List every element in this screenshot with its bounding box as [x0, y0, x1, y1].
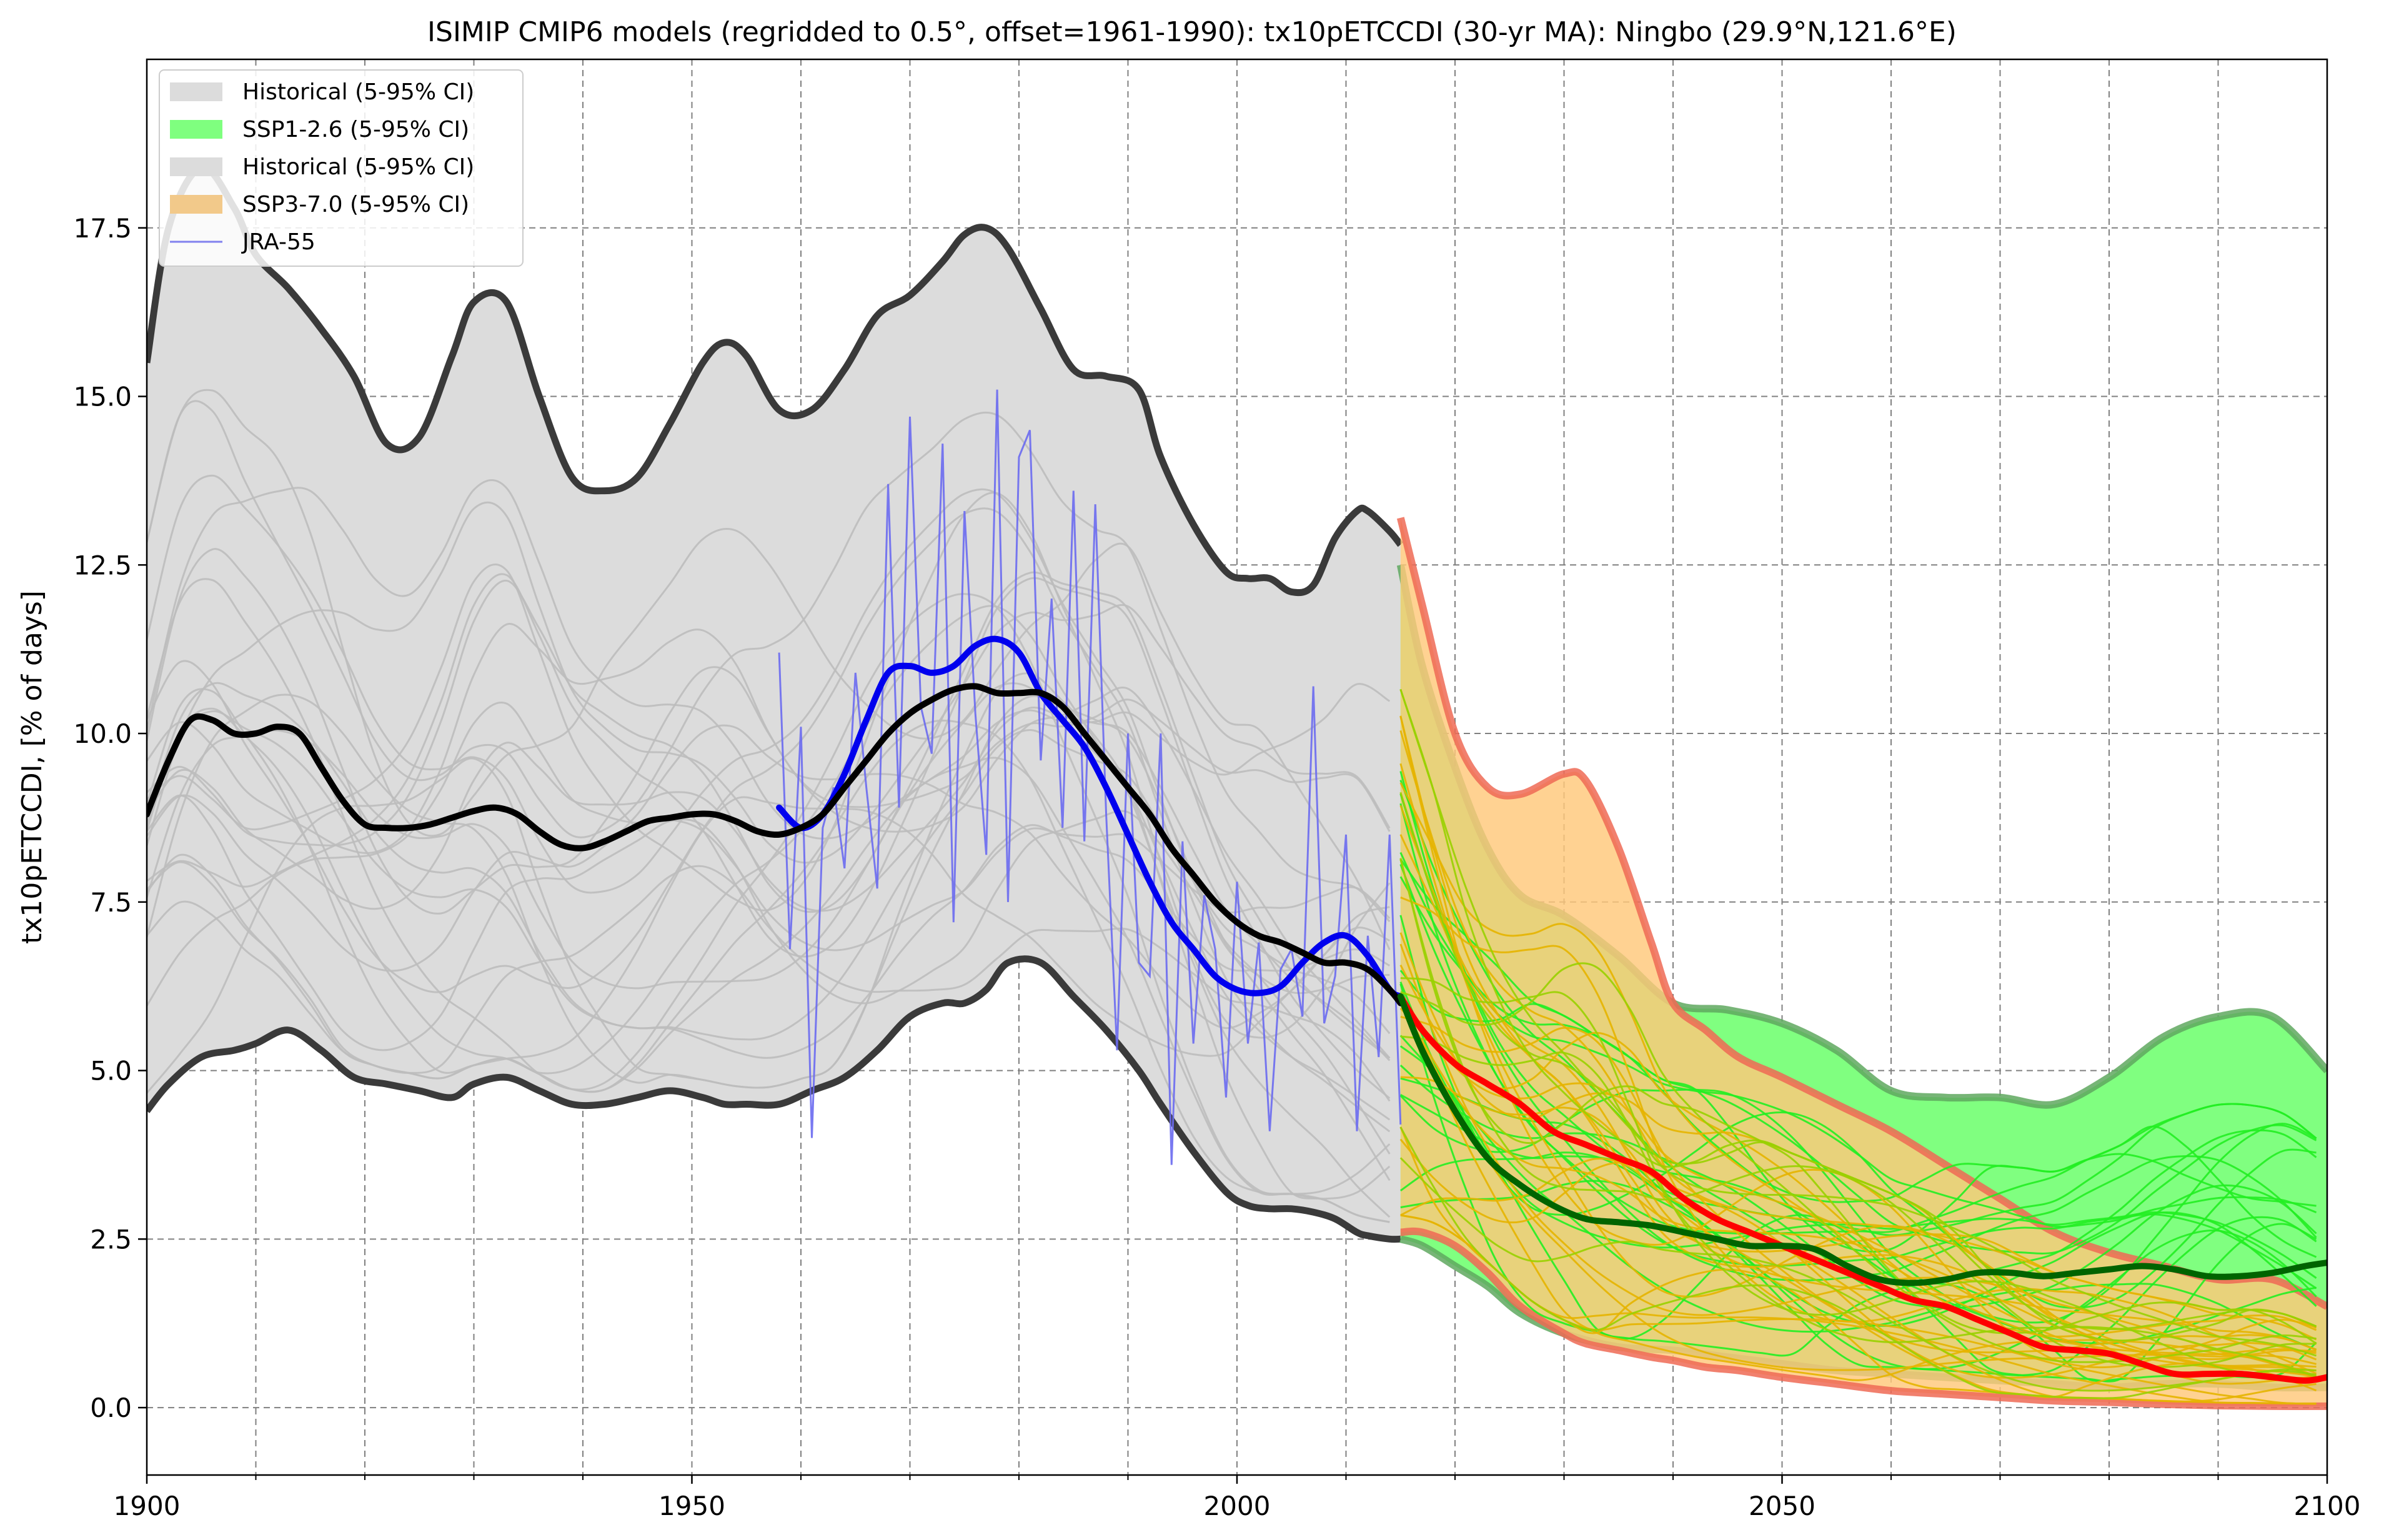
model-run-line	[147, 492, 1391, 1039]
legend-label: JRA-55	[241, 229, 315, 255]
y-tick-label: 2.5	[90, 1224, 132, 1254]
model-run-line	[1399, 688, 2317, 1331]
series-lines	[147, 389, 2327, 1384]
model-run-line	[147, 479, 1391, 840]
model-run-line	[147, 548, 1391, 1059]
model-run-line	[147, 702, 1391, 1006]
axis-ticks: 1900 1950 2000 2050 2100 0.0 2.5 5.0 7.5 10.0 12.5…	[73, 213, 2360, 1521]
y-tick-label: 7.5	[90, 887, 132, 918]
legend: Historical (5-95% CI) SSP1-2.6 (5-95% CI)…	[159, 69, 524, 267]
model-run-line	[147, 389, 1391, 950]
legend-swatch	[170, 82, 222, 101]
y-tick-label: 12.5	[73, 550, 132, 580]
model-run-line	[1399, 943, 2317, 1379]
band-lower-edge-2	[1400, 1227, 2327, 1410]
model-run-line	[147, 578, 1391, 1200]
legend-swatch	[170, 120, 222, 139]
band-upper-edge-2	[1396, 517, 2327, 1310]
y-tick-label: 17.5	[73, 213, 132, 244]
model-run-line	[147, 853, 1391, 1102]
model-run-line	[1399, 1157, 2317, 1392]
x-tick-label: 2050	[1749, 1491, 1815, 1521]
band-fill-2	[1400, 517, 2327, 1406]
legend-label: Historical (5-95% CI)	[242, 79, 474, 105]
y-tick-label: 10.0	[73, 718, 132, 749]
model-run-line	[1400, 1035, 2317, 1378]
legend-box	[159, 69, 524, 267]
series-line-1	[776, 635, 1404, 1000]
x-tick-label: 2000	[1204, 1491, 1271, 1521]
model-run-line	[1399, 858, 2317, 1207]
model-run-line	[1399, 793, 2317, 1281]
series-line-3	[1397, 993, 2327, 1384]
model-run-line	[147, 724, 1390, 1030]
legend-label: SSP3-7.0 (5-95% CI)	[242, 192, 469, 217]
model-run-line	[1400, 962, 2317, 1363]
legend-swatch	[170, 157, 222, 176]
series-line-4	[1397, 993, 2327, 1286]
legend-label: SSP1-2.6 (5-95% CI)	[242, 117, 469, 142]
model-run-line	[1399, 858, 2317, 1344]
model-run-line	[1400, 897, 2317, 1374]
band-fill-0	[147, 167, 1401, 1239]
x-tick-label: 1900	[114, 1491, 181, 1521]
legend-swatch	[170, 195, 222, 214]
model-run-line	[1399, 852, 2317, 1228]
model-run-line	[147, 688, 1390, 1074]
y-tick-label: 15.0	[73, 382, 132, 412]
model-run-line	[147, 474, 1390, 995]
chart-title: ISIMIP CMIP6 models (regridded to 0.5°, …	[427, 16, 1957, 48]
model-run-line	[147, 794, 1391, 1155]
y-tick-label: 0.0	[90, 1393, 132, 1423]
model-run-line	[147, 400, 1391, 923]
x-tick-label: 1950	[658, 1491, 725, 1521]
model-run-line	[1399, 992, 2317, 1381]
legend-label: Historical (5-95% CI)	[242, 154, 474, 180]
model-run-line	[1399, 1035, 2317, 1351]
band-lower-edge-0	[147, 955, 1401, 1243]
model-run-line	[1399, 1045, 2317, 1383]
band-upper-edge-0	[147, 163, 1404, 597]
model-run-line	[147, 710, 1391, 1059]
model-run-line	[1399, 876, 2317, 1254]
model-run-line	[1399, 1151, 2317, 1376]
y-axis-label: tx10pETCCDI, [% of days]	[16, 590, 48, 944]
model-run-line	[147, 622, 1391, 854]
confidence-bands	[147, 163, 2327, 1410]
series-line-2	[147, 683, 1404, 1006]
model-run-line	[1400, 977, 2317, 1383]
plot-area: 1900 1950 2000 2050 2100 0.0 2.5 5.0 7.5 10.0 12.5…	[73, 58, 2360, 1521]
y-tick-label: 5.0	[90, 1056, 132, 1086]
x-tick-label: 2100	[2294, 1491, 2361, 1521]
